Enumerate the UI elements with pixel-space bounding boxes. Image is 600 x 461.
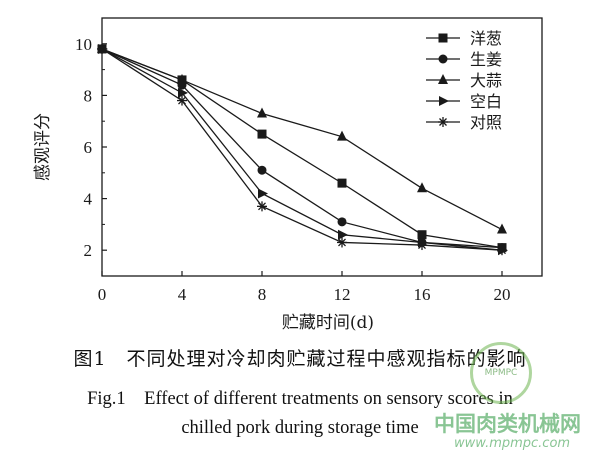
data-point: [257, 107, 267, 118]
y-tick-label: 8: [84, 86, 93, 105]
x-tick-label: 8: [258, 285, 267, 304]
series-triangle-up: [97, 42, 507, 234]
data-point: [497, 223, 507, 234]
figure-caption-english-line1: Fig.1 Effect of different treatments on …: [87, 389, 513, 409]
data-point: [337, 237, 347, 248]
data-point: [257, 201, 267, 212]
y-axis-label: 感观评分: [33, 113, 53, 181]
y-tick-label: 10: [75, 35, 92, 54]
watermark-site-name: 中国肉类机械网: [434, 412, 581, 436]
watermark-url: www.mpmpc.com: [454, 436, 571, 451]
series-triangle-right: [98, 43, 508, 256]
data-point: [97, 43, 107, 54]
data-point: [337, 217, 347, 227]
legend-item: 大蒜: [426, 71, 502, 90]
chart-series: [97, 42, 508, 256]
x-axis-label: 贮藏时间(d): [282, 313, 374, 333]
data-point: [337, 130, 347, 141]
x-tick-label: 0: [98, 285, 107, 304]
watermark-logo: MPMPC: [470, 342, 532, 404]
data-point: [177, 95, 187, 106]
legend-item: 生姜: [426, 50, 502, 69]
legend-label: 洋葱: [470, 29, 502, 48]
series-asterisk: [97, 43, 507, 256]
x-tick-label: 12: [334, 285, 351, 304]
legend-marker: [438, 54, 448, 64]
legend-item: 洋葱: [426, 29, 502, 48]
data-point: [178, 87, 188, 98]
series-line: [101, 48, 503, 231]
series-line: [101, 48, 503, 251]
figure-caption-english-line2: chilled pork during storage time: [181, 418, 419, 438]
legend-item: 对照: [426, 113, 502, 132]
legend-marker: [438, 33, 448, 43]
legend-label: 对照: [470, 113, 502, 132]
legend-label: 生姜: [470, 50, 502, 69]
data-point: [177, 73, 187, 84]
data-point: [417, 240, 427, 251]
legend-marker: [439, 96, 449, 106]
data-point: [497, 245, 507, 256]
data-point: [257, 165, 267, 175]
legend-item: 空白: [426, 92, 502, 111]
data-point: [417, 182, 427, 193]
data-point: [338, 229, 348, 240]
x-tick-label: 16: [414, 285, 431, 304]
x-tick-label: 20: [494, 285, 511, 304]
data-point: [337, 178, 347, 188]
figure-caption-chinese: 图1 不同处理对冷却肉贮藏过程中感观指标的影响: [73, 348, 527, 370]
data-point: [258, 188, 268, 199]
data-point: [417, 230, 427, 240]
legend-label: 大蒜: [470, 71, 502, 90]
legend-marker: [438, 74, 448, 84]
legend-marker: [438, 117, 448, 127]
x-tick-label: 4: [178, 285, 187, 304]
series-square: [97, 44, 507, 253]
series-line: [101, 48, 503, 251]
y-tick-label: 6: [84, 138, 93, 157]
y-tick-label: 2: [84, 241, 93, 260]
legend-label: 空白: [470, 92, 502, 111]
y-tick-label: 4: [84, 190, 93, 209]
series-circle: [97, 44, 507, 253]
data-point: [257, 129, 267, 139]
